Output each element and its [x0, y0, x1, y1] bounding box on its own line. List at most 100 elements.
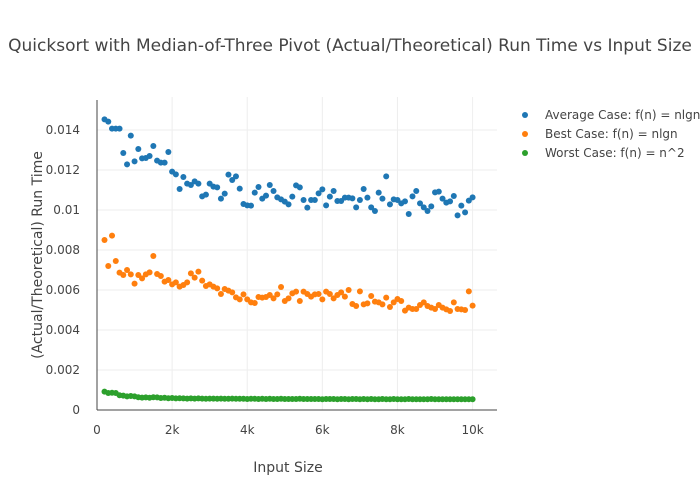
data-point[interactable]	[462, 209, 469, 216]
data-point[interactable]	[439, 195, 446, 202]
data-point[interactable]	[360, 186, 367, 192]
data-point[interactable]	[375, 189, 382, 196]
data-point[interactable]	[454, 212, 461, 219]
data-point[interactable]	[432, 306, 439, 312]
data-point[interactable]	[232, 173, 239, 180]
data-point[interactable]	[229, 177, 236, 183]
data-point[interactable]	[379, 301, 386, 308]
data-point[interactable]	[195, 268, 202, 275]
data-point[interactable]	[285, 201, 292, 208]
data-point[interactable]	[199, 277, 206, 284]
data-point[interactable]	[383, 294, 390, 301]
data-point[interactable]	[450, 193, 457, 199]
data-point[interactable]	[247, 202, 254, 209]
data-point[interactable]	[353, 204, 360, 211]
data-point[interactable]	[176, 186, 183, 192]
data-point[interactable]	[368, 204, 375, 211]
data-point[interactable]	[379, 195, 386, 202]
data-point[interactable]	[469, 194, 476, 201]
legend-item-2[interactable]: Worst Case: f(n) = n^2	[522, 146, 685, 160]
data-point[interactable]	[315, 190, 322, 197]
data-point[interactable]	[127, 271, 134, 278]
data-point[interactable]	[214, 285, 221, 292]
data-point[interactable]	[236, 296, 243, 303]
data-point[interactable]	[124, 267, 131, 273]
data-point[interactable]	[270, 295, 277, 302]
data-point[interactable]	[124, 161, 131, 168]
data-point[interactable]	[296, 184, 303, 191]
data-point[interactable]	[112, 258, 119, 264]
data-point[interactable]	[330, 188, 337, 194]
data-point[interactable]	[409, 193, 416, 200]
data-point[interactable]	[139, 275, 146, 282]
data-point[interactable]	[356, 197, 363, 203]
data-point[interactable]	[195, 180, 202, 187]
data-point[interactable]	[420, 204, 427, 211]
data-point[interactable]	[341, 293, 348, 300]
data-point[interactable]	[172, 279, 179, 286]
data-point[interactable]	[326, 291, 333, 297]
data-point[interactable]	[319, 186, 326, 193]
data-point[interactable]	[447, 198, 454, 205]
data-point[interactable]	[458, 202, 465, 209]
data-point[interactable]	[278, 284, 285, 290]
data-point[interactable]	[300, 197, 307, 203]
data-point[interactable]	[255, 184, 262, 190]
data-point[interactable]	[165, 149, 172, 155]
data-point[interactable]	[311, 197, 318, 203]
data-point[interactable]	[191, 274, 198, 281]
data-point[interactable]	[386, 304, 393, 310]
data-point[interactable]	[323, 202, 330, 209]
data-point[interactable]	[187, 182, 194, 188]
data-point[interactable]	[214, 184, 221, 191]
data-point[interactable]	[417, 200, 424, 207]
data-point[interactable]	[469, 302, 476, 309]
data-point[interactable]	[236, 185, 243, 192]
data-point[interactable]	[368, 293, 375, 299]
data-point[interactable]	[217, 291, 224, 297]
data-point[interactable]	[293, 288, 300, 295]
data-point[interactable]	[338, 289, 345, 296]
data-point[interactable]	[465, 288, 472, 295]
data-point[interactable]	[405, 211, 412, 217]
data-point[interactable]	[413, 306, 420, 312]
data-point[interactable]	[274, 291, 281, 298]
data-point[interactable]	[435, 188, 442, 195]
data-point[interactable]	[221, 190, 228, 197]
data-point[interactable]	[150, 253, 157, 259]
data-point[interactable]	[146, 153, 153, 159]
data-point[interactable]	[353, 303, 360, 309]
data-point[interactable]	[180, 174, 187, 180]
data-point[interactable]	[424, 208, 431, 214]
data-point[interactable]	[172, 171, 179, 178]
data-point[interactable]	[401, 198, 408, 205]
data-point[interactable]	[101, 237, 108, 243]
data-point[interactable]	[364, 194, 371, 201]
data-point[interactable]	[109, 232, 116, 239]
data-point[interactable]	[462, 307, 469, 313]
data-point[interactable]	[447, 308, 454, 314]
data-point[interactable]	[469, 396, 476, 403]
data-point[interactable]	[135, 146, 142, 152]
data-point[interactable]	[161, 159, 168, 166]
data-point[interactable]	[157, 273, 164, 279]
data-point[interactable]	[364, 300, 371, 307]
data-point[interactable]	[420, 299, 427, 306]
data-point[interactable]	[105, 263, 112, 269]
data-point[interactable]	[319, 296, 326, 303]
data-point[interactable]	[116, 125, 123, 132]
data-point[interactable]	[326, 193, 333, 200]
data-point[interactable]	[266, 182, 273, 188]
data-point[interactable]	[184, 279, 191, 286]
data-point[interactable]	[202, 191, 209, 198]
data-point[interactable]	[450, 299, 457, 306]
data-point[interactable]	[296, 298, 303, 304]
legend-item-1[interactable]: Best Case: f(n) = nlgn	[522, 127, 678, 141]
data-point[interactable]	[349, 195, 356, 202]
data-point[interactable]	[120, 272, 127, 278]
data-point[interactable]	[150, 143, 157, 149]
data-point[interactable]	[371, 208, 378, 214]
data-point[interactable]	[289, 193, 296, 200]
data-point[interactable]	[120, 150, 127, 156]
data-point[interactable]	[225, 171, 232, 178]
